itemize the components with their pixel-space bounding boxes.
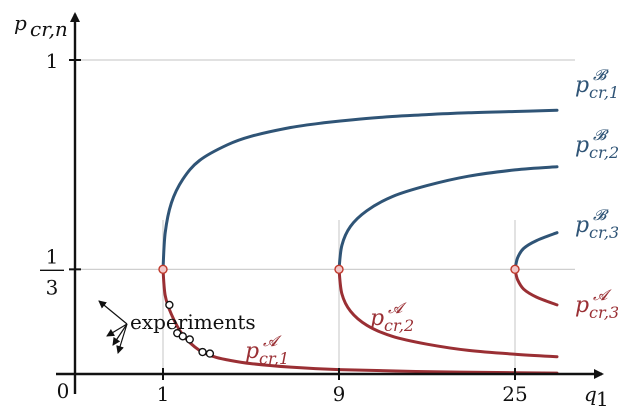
bifurcation-point	[510, 264, 520, 275]
axes	[56, 12, 604, 394]
series-label-sub-A1: cr,1	[259, 349, 289, 368]
curve-B1	[161, 108, 559, 271]
series-label-sup-A3: 𝓐	[593, 286, 612, 304]
ticks: 1 9 25 0 1 1 3	[40, 49, 528, 406]
series-label-sub-B1: cr,1	[589, 83, 618, 102]
x-tick-label: 1	[157, 382, 170, 406]
series-label-sub-A3: cr,3	[589, 303, 618, 322]
series-label-A3: p	[575, 293, 589, 318]
series-label-A2: p	[370, 306, 384, 331]
y-tick-label-denominator: 3	[46, 275, 59, 299]
series-label-sub-A2: cr,2	[384, 316, 414, 335]
experiment-arrow	[98, 300, 128, 325]
series-label-sub-B2: cr,2	[589, 143, 618, 162]
series-label-A1: p	[245, 339, 259, 364]
experiment-point	[198, 347, 207, 357]
y-tick-label: 1	[46, 49, 59, 73]
series-label-B2: p	[575, 133, 589, 158]
experiment-point	[185, 335, 194, 344]
origin-label: 0	[57, 379, 70, 403]
x-axis-label: q	[584, 382, 597, 406]
series-label-sup-B1: 𝓑	[593, 66, 609, 84]
y-tick-label-numerator: 1	[46, 244, 59, 268]
series-label-sup-A1: 𝓐	[263, 332, 282, 350]
curve-B3	[513, 231, 559, 271]
bifurcation-point	[158, 264, 168, 275]
experiment-point	[178, 332, 187, 341]
experiment-point	[165, 300, 174, 310]
curve-A2	[337, 267, 559, 359]
curves	[161, 108, 559, 375]
experiment-arrow	[116, 323, 128, 354]
series-label-sup-B3: 𝓑	[593, 206, 609, 224]
x-tick-label: 25	[502, 382, 527, 406]
series-label-sup-A2: 𝓐	[388, 299, 407, 317]
y-axis-label: p	[14, 11, 27, 35]
x-axis-label-sub: 1	[596, 387, 609, 411]
curve-B2	[337, 165, 559, 271]
series-label-sup-B2: 𝓑	[593, 126, 609, 144]
series-label-sub-B3: cr,3	[589, 223, 618, 242]
bifurcation-point	[334, 264, 344, 275]
experiments-label: experiments	[130, 310, 256, 334]
y-axis-label-sub: cr,n	[30, 17, 68, 41]
series-label-B3: p	[575, 213, 589, 238]
experiment-arrow	[112, 323, 128, 346]
x-tick-label: 9	[333, 382, 346, 406]
curve-A1	[161, 267, 559, 375]
series-label-B1: p	[575, 73, 589, 98]
experiment-arrow	[106, 323, 128, 337]
curve-A3	[513, 267, 559, 307]
experiment-point	[205, 349, 215, 358]
points	[98, 264, 520, 358]
